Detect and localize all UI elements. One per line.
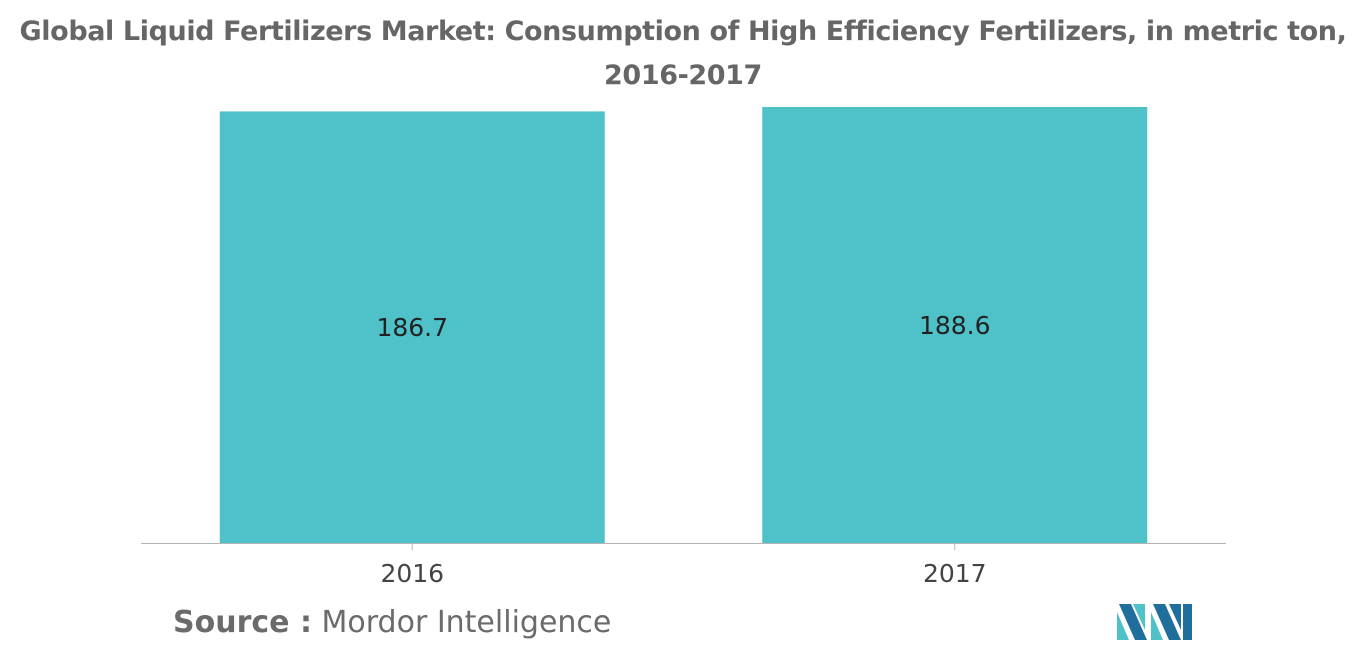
source-value: Mordor Intelligence [321,605,612,640]
mordor-intelligence-logo-icon [1117,604,1192,640]
data-label-2017: 188.6 [919,311,991,340]
data-labels-group: 186.7 188.6 [376,311,990,342]
x-axis: 2016 2017 [141,543,1226,588]
bar-2016 [219,111,605,543]
bars-group [219,107,1148,543]
chart-title-line1: Global Liquid Fertilizers Market: Consum… [19,16,1347,47]
bar-2017 [762,107,1148,543]
chart-title: Global Liquid Fertilizers Market: Consum… [0,10,1366,98]
source-note: Source : Mordor Intelligence [173,605,611,640]
source-label: Source : [173,605,312,640]
x-tick-label-2016: 2016 [380,559,444,588]
data-label-2016: 186.7 [376,313,448,342]
chart-subtitle: 2016-2017 [604,60,762,91]
x-tick-label-2017: 2017 [923,559,987,588]
